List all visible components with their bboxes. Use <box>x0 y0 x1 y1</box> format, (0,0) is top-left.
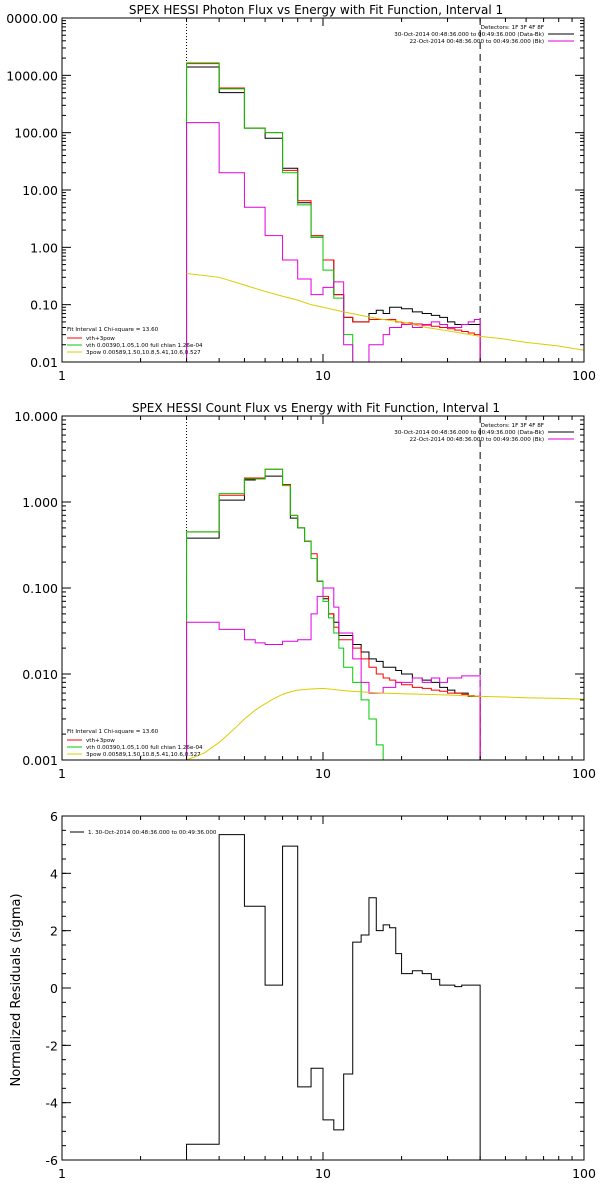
series-line <box>186 587 481 760</box>
legend-header: Fit Interval 1 Chi-square = 13.60 <box>67 729 159 735</box>
axis-ticks: 1 10 100 0.01 0.10 1.00 10.00 100.00 1000.00 0000… <box>6 11 596 383</box>
axis-ticks: 1 10 100 -6 -4 -2 0 2 4 6 <box>46 809 596 1181</box>
legend-header: Fit Interval 1 Chi-square = 13.60 <box>67 327 159 333</box>
x-tick-label: 1 <box>58 766 66 781</box>
x-tick-label: 100 <box>572 766 596 781</box>
y-tick-label: 100.00 <box>14 126 58 141</box>
x-tick-label: 10 <box>315 1166 331 1181</box>
y-tick-label: 0.10 <box>30 298 58 313</box>
legend-entry: vth 0.00390,1.05,1.00 full chian 1.26e-0… <box>86 343 203 349</box>
legend-entry: 1. 30-Oct-2014 00:48:36.000 to 00:49:36.… <box>88 830 217 836</box>
series-line <box>186 468 391 760</box>
y-tick-label: 1.000 <box>22 495 58 510</box>
y-tick-label: 10.00 <box>22 183 58 198</box>
info-line: 30-Oct-2014 00:48:36.000 to 00:49:36.000… <box>394 32 544 38</box>
info-line: 30-Oct-2014 00:48:36.000 to 00:49:36.000… <box>394 430 544 436</box>
y-tick-label: 1.00 <box>30 240 58 255</box>
axis-ticks: 1 10 100 0.001 0.010 0.100 1.000 10.000 <box>14 409 596 781</box>
series-line <box>186 62 370 362</box>
info-line: Detectors: 1F 3F 4F 8F <box>481 25 544 31</box>
info-line: 22-Oct-2014 00:48:36.000 to 00:49:36.000… <box>409 437 544 443</box>
detector-info: Detectors: 1F 3F 4F 8F 30-Oct-2014 00:48… <box>394 25 574 45</box>
legend-entry: vth 0.00390,1.05,1.00 full chian 1.26e-0… <box>86 745 203 751</box>
y-tick-label: 6 <box>50 809 58 824</box>
detector-info: Detectors: 1F 3F 4F 8F 30-Oct-2014 00:48… <box>394 423 574 443</box>
y-tick-label: 0.100 <box>22 581 58 596</box>
chart-title: SPEX HESSI Count Flux vs Energy with Fit… <box>132 401 500 415</box>
y-tick-label: -4 <box>46 1096 59 1111</box>
y-tick-label: 0.01 <box>30 355 58 370</box>
y-tick-label: 0.001 <box>22 753 58 768</box>
legend-entry: 3pow 0.00589,1.50,10.8,5.41,10.6,0.527 <box>86 350 201 356</box>
y-tick-label: 0000.00 <box>6 11 58 26</box>
y-tick-label: 2 <box>50 924 58 939</box>
series-line <box>186 834 481 1160</box>
legend-entry: 3pow 0.00589,1.50,10.8,5.41,10.6,0.527 <box>86 752 201 758</box>
photon-flux-panel: SPEX HESSI Photon Flux vs Energy with Fi… <box>6 3 596 383</box>
legend-entry: vth+3pow <box>86 738 115 744</box>
info-line: Detectors: 1F 3F 4F 8F <box>481 423 544 429</box>
x-tick-label: 10 <box>315 368 331 383</box>
x-tick-label: 100 <box>572 1166 596 1181</box>
x-tick-label: 100 <box>572 368 596 383</box>
x-tick-label: 1 <box>58 1166 66 1181</box>
fit-legend: Fit Interval 1 Chi-square = 13.60 vth+3p… <box>67 327 203 356</box>
chart-title: SPEX HESSI Photon Flux vs Energy with Fi… <box>129 3 503 17</box>
fit-legend: Fit Interval 1 Chi-square = 13.60 vth+3p… <box>67 729 203 758</box>
x-tick-label: 10 <box>315 766 331 781</box>
x-tick-label: 1 <box>58 368 66 383</box>
info-line: 22-Oct-2014 00:48:36.000 to 00:49:36.000… <box>409 39 544 45</box>
legend-entry: vth+3pow <box>86 336 115 342</box>
series-line <box>186 475 481 760</box>
series-line <box>186 122 481 362</box>
series-line <box>186 272 584 351</box>
residuals-panel: Normalized Residuals (sigma) 1 10 100 -6 -4 -… <box>9 809 596 1181</box>
residual-legend: 1. 30-Oct-2014 00:48:36.000 to 00:49:36.… <box>70 830 217 836</box>
y-axis-label: Normalized Residuals (sigma) <box>9 893 24 1086</box>
y-tick-label: 4 <box>50 866 58 881</box>
series-line <box>186 687 584 760</box>
y-tick-label: 1000.00 <box>6 68 58 83</box>
count-flux-panel: SPEX HESSI Count Flux vs Energy with Fit… <box>14 401 596 781</box>
y-tick-label: 10.000 <box>14 409 58 424</box>
y-tick-label: 0 <box>50 981 58 996</box>
y-tick-label: -6 <box>46 1153 59 1168</box>
y-tick-label: -2 <box>46 1038 58 1053</box>
y-tick-label: 0.010 <box>22 667 58 682</box>
